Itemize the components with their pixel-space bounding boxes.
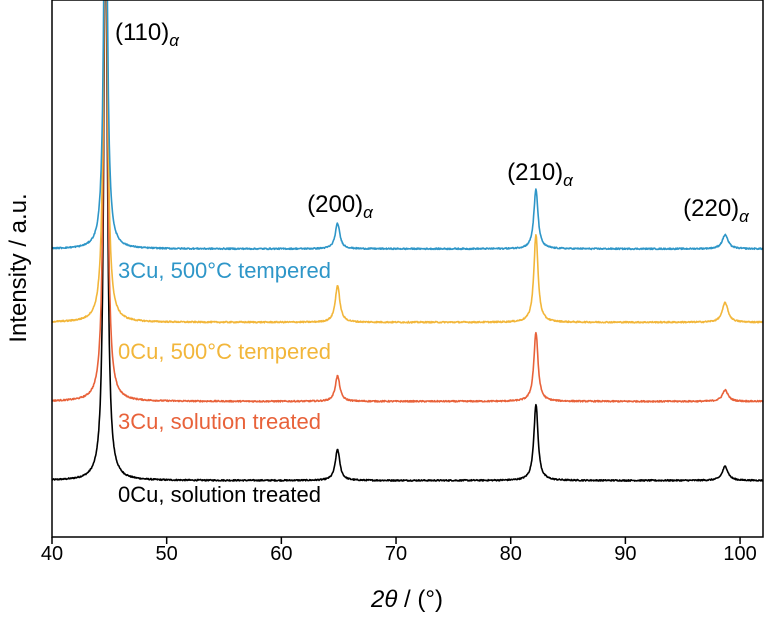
plot-frame xyxy=(51,0,764,538)
peak-label: (220)α xyxy=(683,195,750,226)
x-tick-label: 40 xyxy=(41,543,63,565)
peak-label: (110)α xyxy=(115,19,180,50)
x-axis-label-unit: / (°) xyxy=(397,586,443,613)
series-layer xyxy=(52,0,764,482)
series-line-0 xyxy=(52,0,764,482)
peak-label: (210)α xyxy=(507,159,574,190)
peak-label-hkl: (210) xyxy=(507,159,563,186)
peak-label-phase: α xyxy=(363,203,374,222)
x-tick-label: 50 xyxy=(156,543,178,565)
x-axis-label-symbol: 2θ xyxy=(370,586,397,613)
series-label: 3Cu, solution treated xyxy=(118,409,321,434)
series-line-2 xyxy=(52,0,764,324)
series-label: 0Cu, 500°C tempered xyxy=(118,339,331,364)
peak-label-phase: α xyxy=(563,171,574,190)
series-line-3 xyxy=(52,0,764,251)
series-label: 3Cu, 500°C tempered xyxy=(118,258,331,283)
peak-label-phase: α xyxy=(739,207,750,226)
peak-label-hkl: (220) xyxy=(683,195,739,222)
x-tick-label: 90 xyxy=(614,543,636,565)
series-label: 0Cu, solution treated xyxy=(118,482,321,507)
x-tick-label: 60 xyxy=(270,543,292,565)
x-tick-label: 70 xyxy=(385,543,407,565)
y-axis-label: Intensity / a.u. xyxy=(5,193,32,342)
series-labels: 0Cu, solution treated 3Cu, solution treat… xyxy=(118,258,331,507)
peak-label-hkl: (200) xyxy=(307,191,363,218)
series-line-1 xyxy=(52,0,764,403)
peak-label-phase: α xyxy=(169,31,180,50)
peak-labels: (110)α(200)α(210)α(220)α xyxy=(115,19,750,226)
x-tick-label: 100 xyxy=(723,543,756,565)
x-tick-label: 80 xyxy=(500,543,522,565)
x-axis-label: 2θ / (°) xyxy=(370,586,443,613)
peak-label: (200)α xyxy=(307,191,374,222)
x-axis-ticks: 40 50 60 70 80 90 100 xyxy=(41,537,757,565)
peak-label-hkl: (110) xyxy=(115,19,169,46)
